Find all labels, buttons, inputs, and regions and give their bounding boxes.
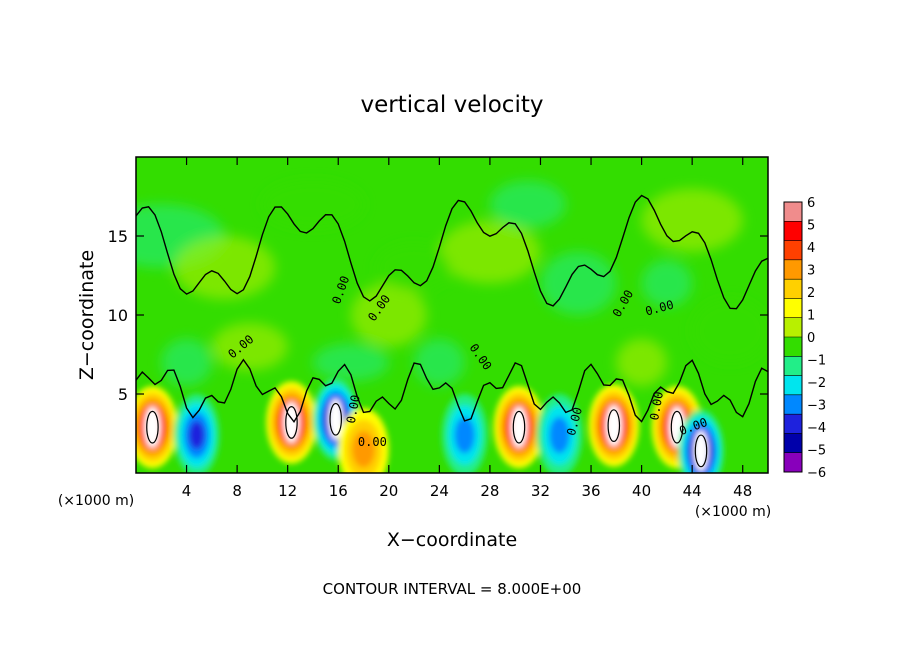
colorbar-label: 5 xyxy=(807,219,815,234)
colorbar-swatch xyxy=(784,414,802,434)
contour-lines xyxy=(136,194,768,468)
colorbar-label: −1 xyxy=(807,354,826,369)
field-patch xyxy=(262,180,364,229)
colorbar-label: −3 xyxy=(807,399,826,414)
colorbar-label: 6 xyxy=(807,196,815,211)
extremum-contour xyxy=(694,434,708,468)
field-patch xyxy=(350,283,427,347)
x-tick-label: 20 xyxy=(379,482,398,500)
field-patch xyxy=(161,338,212,387)
colorbar-swatch xyxy=(784,375,802,396)
extremum-contour xyxy=(607,409,621,443)
x-unit-left: (×1000 m) xyxy=(58,493,134,509)
colorbar-label: −4 xyxy=(807,421,826,436)
extremum-contour xyxy=(512,410,526,444)
colorbar-label: −6 xyxy=(807,466,826,481)
x-tick-label: 48 xyxy=(733,482,752,500)
colorbar-swatch xyxy=(784,240,802,261)
x-tick-label: 44 xyxy=(683,482,702,500)
x-tick-label: 28 xyxy=(480,482,499,500)
colorbar-swatch xyxy=(784,298,802,319)
colorbar-label: 4 xyxy=(807,241,815,256)
feature-core xyxy=(328,398,343,440)
feature-band xyxy=(549,416,570,454)
colorbar-swatch xyxy=(784,337,802,357)
field-patch xyxy=(376,243,452,292)
x-axis-ticks: 4 8 12 16 20 24 28 32 36 40 44 48 xyxy=(182,157,752,500)
colorbar-swatch xyxy=(784,394,802,415)
extremum-contour xyxy=(146,410,159,444)
contour-label: 0.00 xyxy=(344,394,363,425)
x-unit-right: (×1000 m) xyxy=(695,504,771,520)
x-tick-label: 12 xyxy=(278,482,297,500)
field-patch xyxy=(616,338,667,387)
colorbar-swatch xyxy=(784,452,802,473)
x-tick-label: 8 xyxy=(232,482,242,500)
x-axis-label: X−coordinate xyxy=(387,529,517,551)
y-tick-label: 15 xyxy=(108,227,128,246)
colorbar-label: 3 xyxy=(807,264,815,279)
colorbar-swatch xyxy=(784,317,802,338)
upper-zero-contour xyxy=(136,194,768,310)
colorbar-label: 0 xyxy=(807,331,815,346)
contour-label: 0.00 xyxy=(358,435,387,449)
extremum-contour xyxy=(285,406,298,439)
contour-label: 0.00 xyxy=(647,390,666,421)
field-patch xyxy=(641,259,693,308)
y-axis-ticks: 5 10 15 xyxy=(108,227,768,404)
x-tick-label: 24 xyxy=(430,482,449,500)
colorbar: 6 5 4 3 2 1 0 −1 −2 −3 −4 −5 −6 xyxy=(783,196,826,481)
feature-band xyxy=(188,420,205,450)
colorbar-swatch xyxy=(784,433,802,454)
zero-contour xyxy=(136,358,768,424)
y-tick-label: 10 xyxy=(108,306,128,325)
colorbar-swatch xyxy=(784,202,802,222)
x-tick-label: 32 xyxy=(531,482,550,500)
colorbar-swatch xyxy=(784,221,802,242)
field-patch xyxy=(414,338,465,387)
colorbar-swatch xyxy=(784,279,802,299)
field-patch xyxy=(641,188,743,252)
colorbar-swatch xyxy=(784,356,802,377)
feature-band xyxy=(454,416,475,454)
field-patch xyxy=(211,322,288,371)
colorbar-swatch xyxy=(784,259,802,280)
x-tick-label: 16 xyxy=(329,482,348,500)
field-patch xyxy=(439,220,541,284)
colorbar-label: −5 xyxy=(807,444,826,459)
field-patch xyxy=(692,299,768,363)
contour-interval-note: CONTOUR INTERVAL = 8.000E+00 xyxy=(323,580,582,598)
extremum-contour xyxy=(670,410,684,444)
y-tick-label: 5 xyxy=(118,385,128,404)
colorbar-label: 2 xyxy=(807,286,815,301)
y-axis-label: Z−coordinate xyxy=(76,250,98,380)
x-tick-label: 36 xyxy=(581,482,600,500)
plot-area: 0.000.000.00 0.000.000.000.000.00 0.000.00… xyxy=(108,156,769,500)
x-tick-label: 4 xyxy=(182,482,192,500)
colorbar-label: 1 xyxy=(807,309,815,324)
feature-core xyxy=(693,430,709,472)
chart-title: vertical velocity xyxy=(361,92,544,118)
extremum-contour xyxy=(329,402,343,436)
x-tick-label: 40 xyxy=(632,482,651,500)
colorbar-label: −2 xyxy=(807,376,826,391)
feature-band xyxy=(352,431,375,468)
field-patch xyxy=(489,180,566,229)
field-patch xyxy=(312,343,389,382)
